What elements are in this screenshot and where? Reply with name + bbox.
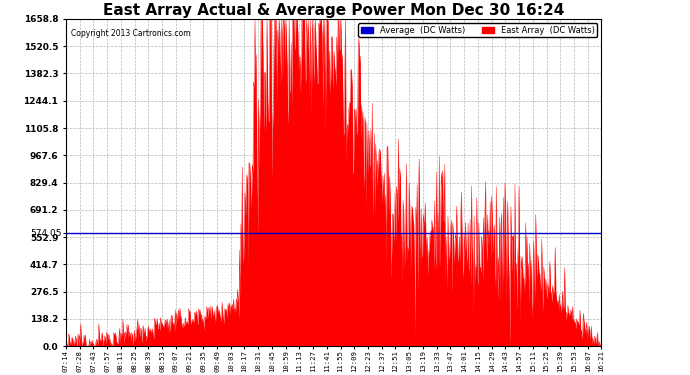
Text: Copyright 2013 Cartronics.com: Copyright 2013 Cartronics.com bbox=[71, 29, 191, 38]
Legend: Average  (DC Watts), East Array  (DC Watts): Average (DC Watts), East Array (DC Watts… bbox=[358, 23, 598, 37]
Title: East Array Actual & Average Power Mon Dec 30 16:24: East Array Actual & Average Power Mon De… bbox=[103, 3, 564, 18]
